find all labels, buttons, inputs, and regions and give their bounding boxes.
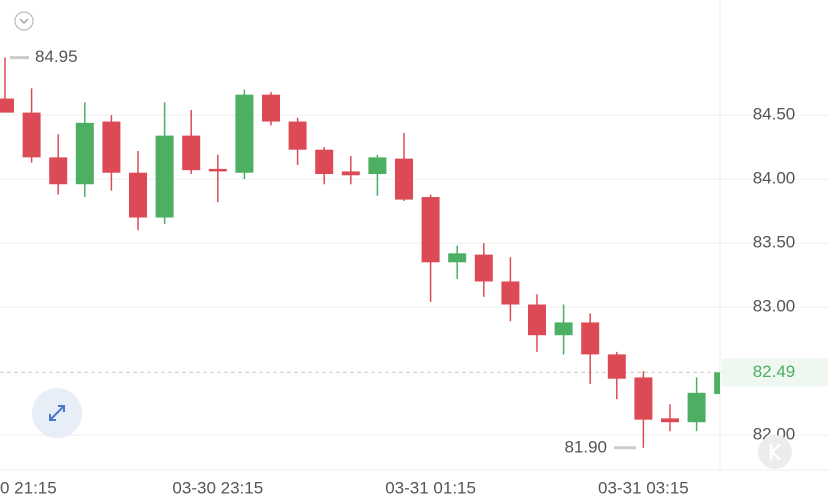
low-marker-label: 81.90 xyxy=(564,437,607,456)
candle-body xyxy=(315,149,334,175)
x-tick-label: 0 21:15 xyxy=(0,478,57,497)
last-price-label: 82.49 xyxy=(753,362,796,381)
candle-body xyxy=(22,112,41,158)
candle-body xyxy=(474,254,493,282)
candle-body xyxy=(607,354,626,379)
candle-body xyxy=(288,121,307,150)
candle-body xyxy=(341,171,360,176)
candle-body xyxy=(581,322,600,355)
candle-body xyxy=(368,157,387,175)
y-tick-label: 84.50 xyxy=(753,105,796,124)
candle-body xyxy=(155,135,174,218)
candle-body xyxy=(49,157,68,185)
last-price-bg xyxy=(722,358,828,387)
y-tick-label: 83.50 xyxy=(753,233,796,252)
candle-body xyxy=(182,135,201,171)
candle-body xyxy=(395,158,413,200)
candle-body xyxy=(262,94,280,122)
candle-body xyxy=(0,98,14,113)
high-marker-label: 84.95 xyxy=(35,47,78,66)
x-tick-label: 03-31 03:15 xyxy=(598,478,689,497)
candle-body xyxy=(235,94,254,173)
k-button[interactable] xyxy=(758,435,792,469)
candle-body xyxy=(501,281,520,305)
candle-body xyxy=(661,418,679,423)
collapse-button[interactable] xyxy=(14,11,34,31)
y-tick-label: 84.00 xyxy=(753,169,796,188)
y-tick-label: 83.00 xyxy=(753,297,796,316)
grid xyxy=(0,114,828,436)
x-tick-label: 03-31 01:15 xyxy=(385,478,476,497)
candle-body xyxy=(208,168,227,172)
candle-body xyxy=(75,122,94,185)
candle-body xyxy=(102,121,121,173)
x-tick-label: 03-30 23:15 xyxy=(172,478,263,497)
candle-body xyxy=(687,392,706,423)
candle-body xyxy=(448,253,467,263)
candle-body xyxy=(634,377,653,420)
expand-button[interactable] xyxy=(32,388,82,438)
candle-body xyxy=(528,304,546,336)
candles xyxy=(0,57,720,448)
candle-body xyxy=(714,372,720,395)
candle-body xyxy=(129,172,147,218)
candle-body xyxy=(421,197,440,263)
candle-body xyxy=(554,322,573,336)
